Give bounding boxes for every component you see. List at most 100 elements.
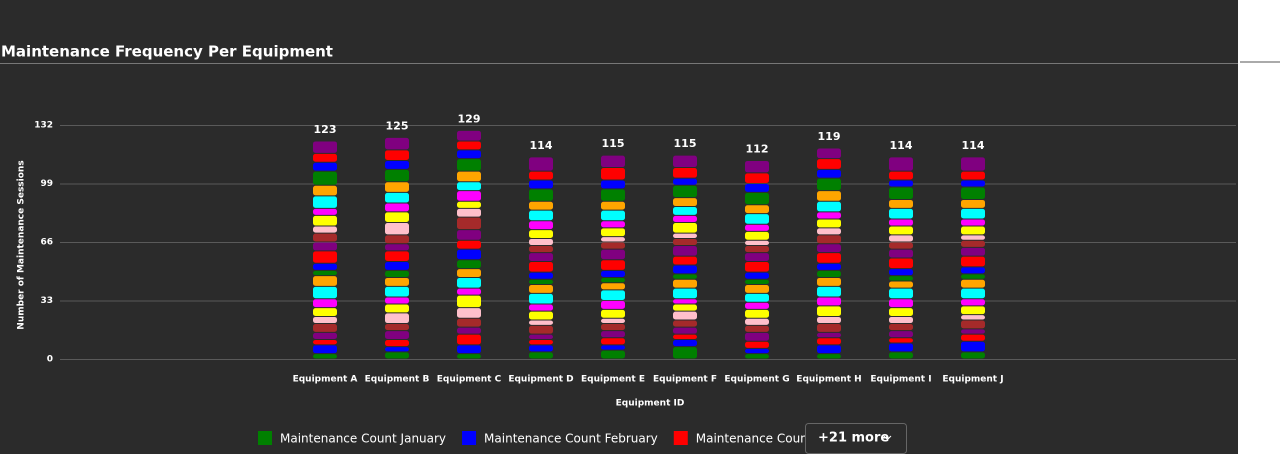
- total-label: 119: [818, 130, 841, 143]
- bar-segment: [385, 212, 409, 222]
- legend-swatch: [462, 431, 477, 445]
- bar-segment: [601, 189, 625, 201]
- bar-segment: [673, 223, 697, 233]
- bar-segment: [817, 332, 841, 338]
- bar-segment: [457, 318, 481, 327]
- bar-segment: [745, 302, 769, 309]
- bar-segment: [889, 235, 913, 242]
- bar-segment: [313, 340, 337, 345]
- bar-segment: [385, 297, 409, 304]
- bar-segment: [817, 235, 841, 244]
- bar-segment: [457, 354, 481, 359]
- bar-segment: [889, 324, 913, 331]
- bar-segment: [601, 180, 625, 189]
- bar-segment: [529, 246, 553, 253]
- bar-segment: [961, 352, 985, 359]
- bar-segment: [817, 201, 841, 212]
- x-tick-label: Equipment B: [365, 375, 430, 385]
- y-tick-label: 99: [40, 179, 53, 189]
- bar-segment: [961, 341, 985, 352]
- bar-segment: [817, 286, 841, 297]
- bar-segment: [457, 159, 481, 171]
- bar-segment: [889, 180, 913, 187]
- bar-segment: [817, 338, 841, 345]
- bar-segment: [457, 269, 481, 277]
- bar-segment: [385, 313, 409, 324]
- bar-segment: [313, 270, 337, 276]
- bar-segment: [961, 208, 985, 219]
- bar-segment: [601, 249, 625, 260]
- bar-segment: [889, 171, 913, 180]
- bar-segment: [313, 141, 337, 153]
- bar-segment: [313, 316, 337, 324]
- bar-segment: [457, 327, 481, 334]
- x-tick-label: Equipment F: [653, 375, 717, 385]
- bar-segment: [385, 203, 409, 212]
- y-tick-label: 0: [47, 355, 53, 365]
- bar-segment: [745, 160, 769, 173]
- bar-segment: [601, 318, 625, 324]
- bar-segment: [457, 345, 481, 354]
- x-tick-label: Equipment C: [437, 375, 502, 385]
- bar-segment: [529, 253, 553, 261]
- bar-segment: [385, 137, 409, 150]
- y-tick-label: 132: [34, 121, 53, 131]
- bar-segment: [673, 238, 697, 246]
- bar-segment: [961, 157, 985, 171]
- bar-segment: [313, 242, 337, 251]
- bar-segment: [961, 320, 985, 329]
- bar-segment: [601, 228, 625, 237]
- bar-segment: [673, 334, 697, 339]
- more-button-label[interactable]: +21 more: [818, 431, 889, 446]
- bar-segment: [745, 240, 769, 246]
- x-tick-label: Equipment A: [293, 375, 358, 385]
- bar-segment: [313, 251, 337, 263]
- bar-segment: [817, 270, 841, 277]
- bar-segment: [385, 324, 409, 331]
- bar-segment: [889, 288, 913, 299]
- total-label: 114: [530, 139, 553, 152]
- bar-segment: [817, 345, 841, 354]
- bar-segment: [529, 345, 553, 352]
- bar-segment: [529, 157, 553, 171]
- bar-segment: [961, 279, 985, 288]
- chevron-icon: [883, 435, 892, 441]
- bar-segment: [961, 240, 985, 247]
- bar-segment: [817, 244, 841, 253]
- bar-segment: [745, 341, 769, 348]
- bar-segment: [601, 277, 625, 283]
- bar-segment: [673, 185, 697, 198]
- bar-segment: [313, 332, 337, 339]
- bar-segment: [817, 191, 841, 201]
- bar-segment: [889, 276, 913, 281]
- legend-swatch: [258, 431, 272, 445]
- bar-segment: [961, 256, 985, 267]
- bar-segment: [745, 173, 769, 183]
- legend-label: Maintenance Count February: [484, 432, 658, 446]
- bar-segment: [529, 311, 553, 320]
- bar-segment: [961, 235, 985, 240]
- bar-segment: [673, 178, 697, 185]
- bar-segment: [385, 160, 409, 169]
- legend-more-button[interactable]: +21 more: [805, 423, 907, 454]
- bar-segment: [457, 334, 481, 345]
- bar-segment: [961, 315, 985, 320]
- bar-segment: [601, 237, 625, 242]
- bar-segment: [385, 192, 409, 203]
- bar-segment: [313, 196, 337, 208]
- bar-segment: [313, 208, 337, 215]
- bar-segment: [457, 260, 481, 269]
- bar-segment: [673, 198, 697, 207]
- bar-segment: [745, 253, 769, 261]
- bar-segment: [817, 263, 841, 270]
- bar-segment: [889, 258, 913, 269]
- total-label: 129: [458, 112, 481, 125]
- bar-segment: [529, 352, 553, 359]
- bar-segment: [745, 192, 769, 205]
- y-tick-label: 66: [40, 238, 53, 248]
- bar-segment: [457, 171, 481, 182]
- chart-title: Maintenance Frequency Per Equipment: [1, 43, 333, 61]
- bar-segment: [889, 199, 913, 208]
- bar-segment: [529, 320, 553, 325]
